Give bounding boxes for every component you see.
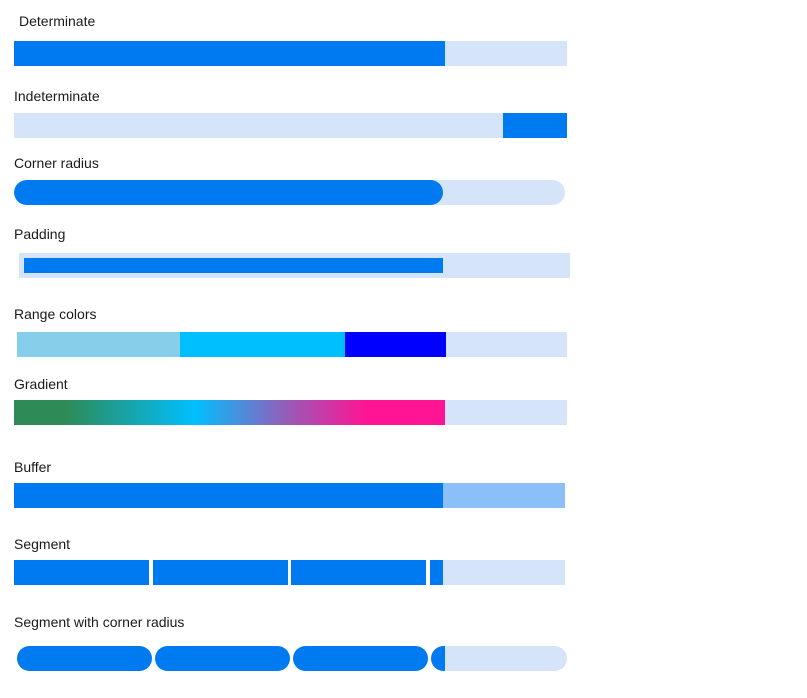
buffer-progress-bar (14, 483, 565, 508)
rounded-segment-fill-1 (17, 646, 152, 671)
determinate-progress-bar (14, 41, 567, 66)
determinate-progress-fill (14, 41, 445, 66)
corner-radius-label: Corner radius (14, 155, 99, 171)
segment-gap-1 (149, 560, 153, 585)
segment-gap-2 (288, 560, 291, 585)
gradient-progress-fill (14, 400, 445, 425)
segment-label: Segment (14, 536, 71, 552)
buffer-progress-fill (14, 483, 443, 508)
padding-label: Padding (14, 226, 66, 242)
segment-gap-3 (426, 560, 430, 585)
indeterminate-progress-indicator (503, 113, 567, 138)
range-colors-label: Range colors (14, 306, 97, 322)
corner-radius-progress-fill (14, 180, 443, 205)
determinate-label: Determinate (19, 13, 96, 29)
indeterminate-label: Indeterminate (14, 88, 100, 104)
rounded-segment-fill-2 (155, 646, 290, 671)
rounded-segment-track-4 (431, 646, 567, 671)
segment-progress-bar (14, 560, 565, 585)
padding-progress-fill (24, 258, 443, 273)
padding-progress-bar (19, 253, 570, 278)
segment-fill-2 (153, 560, 288, 585)
range-colors-progress-bar (17, 332, 567, 357)
segment-fill-3 (291, 560, 426, 585)
segment-corner-radius-label: Segment with corner radius (14, 614, 185, 630)
rounded-segment-fill-3 (293, 646, 428, 671)
gradient-label: Gradient (14, 376, 68, 392)
segment-corner-radius-progress-bar (17, 646, 567, 671)
segment-fill-1 (14, 560, 149, 585)
rounded-segment-fill-4 (431, 646, 445, 671)
range-colors-segment-3 (345, 332, 446, 357)
range-colors-segment-2 (180, 332, 345, 357)
gradient-progress-bar (14, 400, 567, 425)
range-colors-segment-1 (17, 332, 180, 357)
buffer-label: Buffer (14, 459, 52, 475)
corner-radius-progress-bar (14, 180, 565, 205)
segment-fill-4 (430, 560, 443, 585)
indeterminate-progress-bar (14, 113, 567, 138)
